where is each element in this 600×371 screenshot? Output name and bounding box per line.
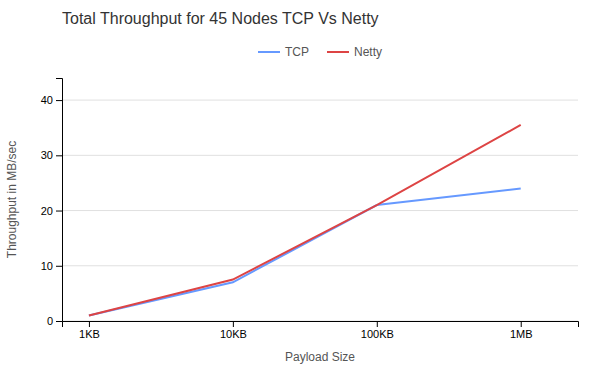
x-tick-mark xyxy=(89,321,90,327)
x-tick: 100KB xyxy=(361,321,394,340)
x-tick-mark xyxy=(521,321,522,327)
x-tick: 1MB xyxy=(510,321,533,340)
title: Total Throughput for 45 Nodes TCP Vs Net… xyxy=(62,10,379,27)
x-tick-mark xyxy=(233,321,234,327)
y-tick-mark xyxy=(56,321,62,322)
legend-label: TCP xyxy=(285,45,309,59)
series-line xyxy=(89,188,521,315)
legend-swatch xyxy=(327,51,349,53)
x-axis: 1KB 10KB 100KB 1MB xyxy=(63,321,579,340)
legend: TCP Netty xyxy=(258,45,382,59)
legend-swatch xyxy=(258,51,280,53)
chart: 1KB 10KB 100KB 1MB 0 10 20 30 40 Total Throughput… xyxy=(0,0,600,371)
lines xyxy=(89,125,521,316)
legend-item: Netty xyxy=(327,45,382,59)
x-tick-mark xyxy=(377,321,378,327)
y-tick: 40 xyxy=(41,94,62,106)
y-tick-mark xyxy=(56,155,62,156)
y-tick-mark xyxy=(56,211,62,212)
y-tick-label: 10 xyxy=(41,260,53,272)
x-tick-label: 100KB xyxy=(361,328,394,340)
grid-line xyxy=(62,210,578,211)
x-tick: 10KB xyxy=(220,321,247,340)
grid-line xyxy=(62,155,578,156)
y-tick: 20 xyxy=(41,205,62,217)
y-tick: 10 xyxy=(41,260,62,272)
series-line xyxy=(89,125,521,316)
x-tick-label: 1MB xyxy=(510,328,533,340)
legend-item: TCP xyxy=(258,45,309,59)
y-tick-mark xyxy=(56,266,62,267)
legend-label: Netty xyxy=(354,45,382,59)
grid-line xyxy=(62,265,578,266)
plot: 1KB 10KB 100KB 1MB 0 10 20 30 40 xyxy=(41,79,579,340)
y-tick-label: 0 xyxy=(47,315,53,327)
y-axis-line xyxy=(56,79,63,322)
y-tick: 0 xyxy=(47,315,62,327)
x-axis-title: Payload Size xyxy=(285,350,355,364)
x-axis-line xyxy=(63,322,579,328)
y-tick-mark xyxy=(56,100,62,101)
x-tick-label: 1KB xyxy=(79,328,100,340)
y-axis: 0 10 20 30 40 xyxy=(41,79,63,328)
grid xyxy=(62,100,578,321)
grid-line xyxy=(62,100,578,101)
x-tick-label: 10KB xyxy=(220,328,247,340)
y-axis-title: Throughput in MB/sec xyxy=(5,141,19,258)
y-tick-label: 30 xyxy=(41,149,53,161)
y-tick-label: 40 xyxy=(41,94,53,106)
y-tick: 30 xyxy=(41,149,62,161)
x-tick: 1KB xyxy=(79,321,100,340)
y-tick-label: 20 xyxy=(41,205,53,217)
